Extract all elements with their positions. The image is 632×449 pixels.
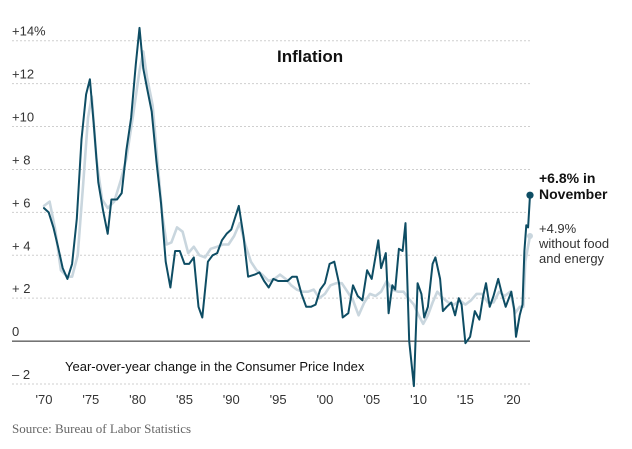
x-tick-label: '70: [36, 392, 53, 407]
series-lines: [42, 26, 532, 388]
endpoint-marker-all-items: [526, 191, 534, 199]
x-tick-label: '80: [129, 392, 146, 407]
cpi-all-items-line: [43, 26, 531, 388]
series-label-core: +4.9% without food and energy: [538, 221, 609, 266]
source-note: Source: Bureau of Labor Statistics: [12, 421, 192, 436]
x-tick-label: '00: [316, 392, 333, 407]
x-tick-label: '10: [410, 392, 427, 407]
y-tick-label: +12: [12, 67, 34, 82]
x-tick-label: '15: [457, 392, 474, 407]
y-tick-label: 0: [12, 324, 19, 339]
y-tick-label: – 2: [12, 367, 30, 382]
x-tick-label: '95: [270, 392, 287, 407]
cpi-core-line: [42, 50, 532, 326]
y-tick-label: + 8: [12, 152, 30, 167]
gridlines: [12, 40, 530, 385]
y-tick-label: +14%: [12, 24, 46, 39]
series-label-all-items: +6.8% in November: [539, 170, 608, 202]
chart-title: Inflation: [277, 47, 343, 66]
y-tick-label: +10: [12, 110, 34, 125]
x-tick-label: '85: [176, 392, 193, 407]
x-tick-label: '20: [504, 392, 521, 407]
x-axis: '70 '75 '80 '85 '90 '95 '00 '05 '10 '15 '20: [36, 392, 521, 407]
y-tick-label: + 2: [12, 281, 30, 296]
x-tick-label: '05: [363, 392, 380, 407]
annotations: +6.8% in November +4.9% without food and ene…: [526, 170, 609, 266]
y-tick-label: + 6: [12, 195, 30, 210]
x-tick-label: '90: [223, 392, 240, 407]
x-tick-label: '75: [82, 392, 99, 407]
endpoint-marker-core: [527, 232, 533, 239]
y-axis: +14% +12 +10 + 8 + 6 + 4 + 2 0 – 2: [12, 24, 46, 382]
y-tick-label: + 4: [12, 238, 30, 253]
chart-subtitle: Year-over-year change in the Consumer Pr…: [65, 359, 365, 374]
